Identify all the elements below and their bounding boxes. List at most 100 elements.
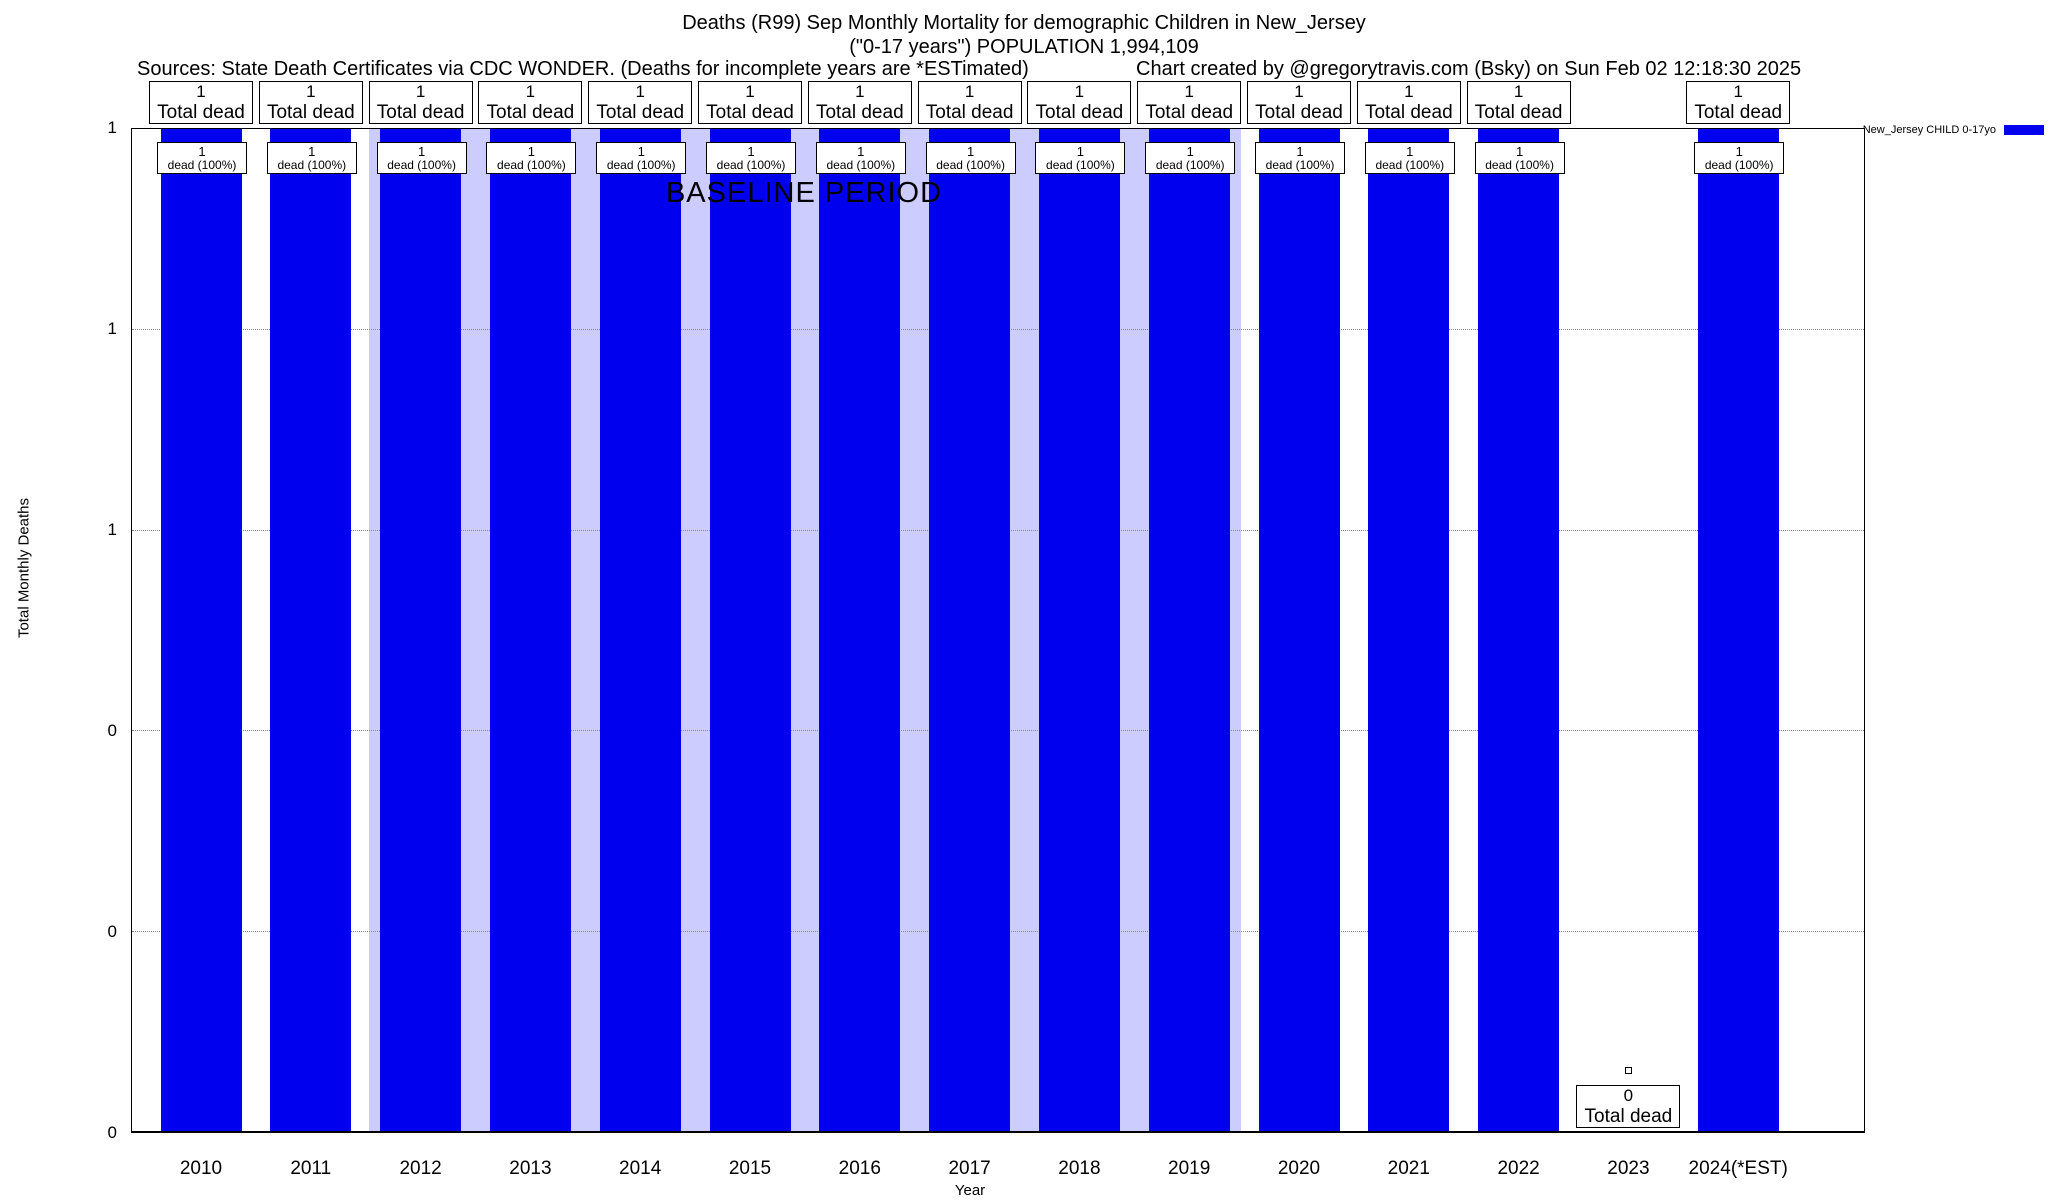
bar-inner-label: 1 dead (100%) xyxy=(486,142,577,174)
y-tick-label: 1 xyxy=(107,319,117,338)
label-value: 1 xyxy=(1074,82,1085,101)
y-axis-title: Total Monthly Deaths xyxy=(15,497,33,639)
bar-inner-label: 1 dead (100%) xyxy=(815,142,906,174)
x-tick-label: 2017 xyxy=(948,1158,991,1179)
label-value: 1 xyxy=(745,82,755,101)
label-value: 1 xyxy=(527,144,535,159)
label-value: 1 xyxy=(1296,144,1304,159)
bar-top-label: 1 Total dead xyxy=(1247,81,1351,124)
label-suffix: dead (100%) xyxy=(277,158,347,172)
bar xyxy=(1258,129,1340,1131)
bar-inner-label: 1 dead (100%) xyxy=(1035,142,1126,174)
x-tick-label: 2012 xyxy=(399,1158,442,1179)
zero-marker xyxy=(1624,1067,1632,1074)
bar xyxy=(380,129,462,1131)
label-suffix: dead (100%) xyxy=(1155,158,1225,172)
bar-top-label: 1 Total dead xyxy=(698,81,802,124)
bar xyxy=(1368,129,1450,1131)
label-value: 1 xyxy=(966,144,975,159)
bar-inner-label: 1 dead (100%) xyxy=(596,142,687,174)
x-tick-label: 2013 xyxy=(509,1158,552,1179)
label-suffix: Total dead xyxy=(1584,1106,1673,1127)
bar xyxy=(1148,129,1230,1131)
bar xyxy=(489,129,571,1131)
bar xyxy=(1697,129,1779,1131)
bar-inner-label: 1 dead (100%) xyxy=(376,142,467,174)
bar-inner-label: 1 dead (100%) xyxy=(266,142,357,174)
label-value: 1 xyxy=(196,82,206,101)
bar-inner-label: 1 dead (100%) xyxy=(1255,142,1345,174)
y-tick-label: 0 xyxy=(107,721,117,740)
label-value: 1 xyxy=(1406,144,1414,159)
label-value: 1 xyxy=(1294,82,1304,101)
x-tick-label: 2023 xyxy=(1607,1158,1650,1179)
x-tick-label: 2010 xyxy=(179,1158,223,1179)
x-tick-label: 2019 xyxy=(1168,1158,1211,1179)
label-suffix: dead (100%) xyxy=(936,158,1005,172)
x-tick-label: 2016 xyxy=(838,1158,881,1179)
bar-top-label: 1 Total dead xyxy=(1686,81,1791,124)
label-value: 1 xyxy=(415,82,426,101)
y-tick-label: 1 xyxy=(107,118,117,137)
label-suffix: Total dead xyxy=(1035,102,1124,123)
x-axis-title: Year xyxy=(954,1182,986,1199)
bar-top-label: 1 Total dead xyxy=(1137,81,1242,124)
label-value: 1 xyxy=(1184,82,1194,101)
bar-top-label: 1 Total dead xyxy=(588,81,693,124)
x-tick-label: 2021 xyxy=(1387,1158,1430,1179)
label-suffix: Total dead xyxy=(486,102,575,123)
bar xyxy=(599,129,681,1131)
x-tick-label: 2014 xyxy=(619,1158,662,1179)
label-suffix: Total dead xyxy=(1145,102,1234,123)
label-suffix: Total dead xyxy=(1364,102,1453,123)
label-suffix: Total dead xyxy=(706,102,794,123)
label-suffix: dead (100%) xyxy=(1265,158,1335,172)
bar-inner-label: 1 dead (100%) xyxy=(157,142,247,174)
bar xyxy=(929,129,1011,1131)
bar-inner-label: 1 dead (100%) xyxy=(706,142,796,174)
label-value: 1 xyxy=(1735,144,1743,159)
label-value: 1 xyxy=(306,82,316,101)
label-suffix: Total dead xyxy=(157,102,245,123)
label-suffix: dead (100%) xyxy=(167,158,237,172)
label-suffix: dead (100%) xyxy=(1704,158,1774,172)
zero-total-label: 0 Total dead xyxy=(1576,1085,1681,1128)
label-value: 1 xyxy=(1733,82,1743,101)
label-value: 1 xyxy=(635,82,645,101)
bar-top-label: 1 Total dead xyxy=(917,81,1022,124)
bar-inner-label: 1 dead (100%) xyxy=(1474,142,1565,174)
label-suffix: Total dead xyxy=(925,102,1014,123)
source-note: Sources: State Death Certificates via CD… xyxy=(137,58,1029,80)
bar-top-label: 1 Total dead xyxy=(149,81,253,124)
y-tick-label: 0 xyxy=(107,922,117,941)
x-tick-label: 2022 xyxy=(1497,1158,1540,1179)
label-suffix: Total dead xyxy=(1694,102,1783,123)
bar-top-label: 1 Total dead xyxy=(368,81,473,124)
x-tick-label: 2015 xyxy=(728,1158,772,1179)
label-suffix: Total dead xyxy=(266,102,355,123)
label-suffix: dead (100%) xyxy=(716,158,786,172)
label-value: 1 xyxy=(857,144,865,159)
credit-note: Chart created by @gregorytravis.com (Bsk… xyxy=(1136,58,1802,80)
bar xyxy=(160,129,242,1131)
label-suffix: Total dead xyxy=(815,102,904,123)
bar-inner-label: 1 dead (100%) xyxy=(1364,142,1455,174)
label-value: 1 xyxy=(747,144,755,159)
label-value: 1 xyxy=(637,144,645,159)
label-value: 1 xyxy=(855,82,865,101)
label-value: 1 xyxy=(417,144,426,159)
label-suffix: dead (100%) xyxy=(606,158,676,172)
label-suffix: dead (100%) xyxy=(1485,158,1554,172)
legend-label: New_Jersey CHILD 0-17yo xyxy=(1862,124,1996,136)
bar-top-label: 1 Total dead xyxy=(807,81,912,124)
bar xyxy=(1478,129,1560,1131)
legend: New_Jersey CHILD 0-17yo xyxy=(1863,124,2044,136)
y-tick-label: 1 xyxy=(107,520,117,539)
label-suffix: dead (100%) xyxy=(497,158,566,172)
label-value: 1 xyxy=(1515,144,1524,159)
plot-area: BASELINE PERIOD 1 dead (100%) 1 dead (100%)… xyxy=(131,128,1865,1133)
label-suffix: dead (100%) xyxy=(387,158,456,172)
label-value: 1 xyxy=(1076,144,1084,159)
label-value: 1 xyxy=(198,144,206,159)
bar xyxy=(270,129,352,1131)
